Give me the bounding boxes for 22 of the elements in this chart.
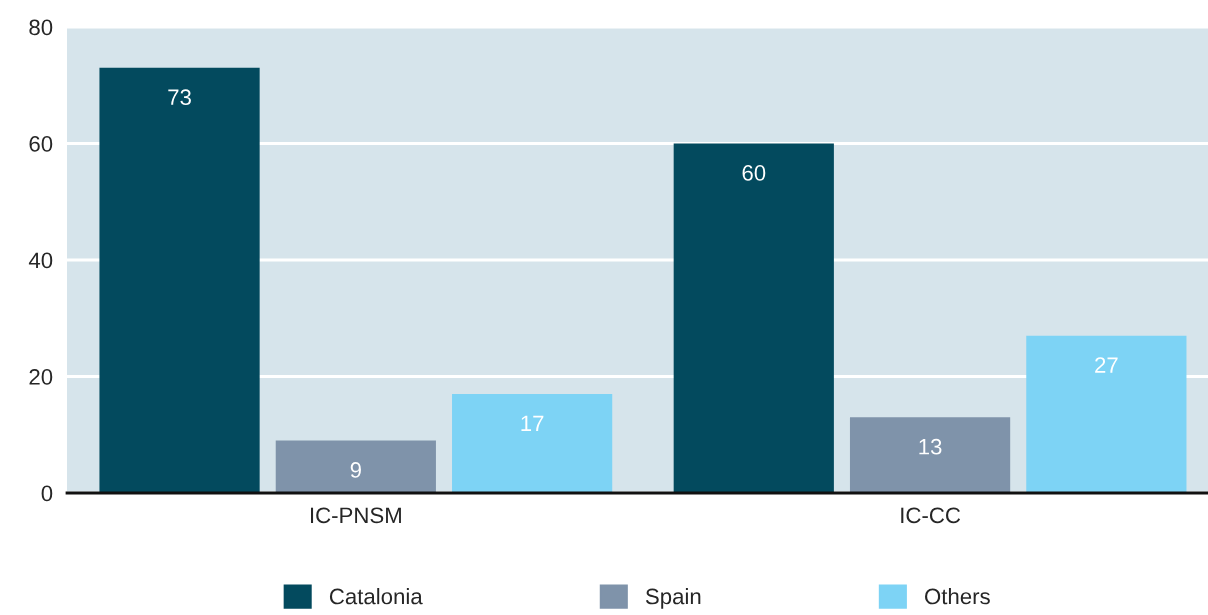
y-tick-label: 20 <box>29 369 53 385</box>
y-tick-label: 0 <box>41 485 53 502</box>
legend-label: Others <box>925 588 990 605</box>
data-label: 13 <box>919 438 942 455</box>
data-label: 27 <box>1095 357 1118 373</box>
data-label: 17 <box>521 415 544 432</box>
bar <box>275 440 436 493</box>
bar <box>452 393 613 493</box>
x-tick-label: IC-CC <box>901 507 961 524</box>
legend-label: Spain <box>645 588 701 609</box>
data-label: 9 <box>350 462 361 478</box>
data-label: 60 <box>742 165 766 181</box>
y-tick-label: 40 <box>28 252 53 269</box>
y-tick-label: 80 <box>29 19 53 36</box>
data-label: 73 <box>168 89 191 106</box>
bar <box>849 417 1011 493</box>
y-tick-label: 60 <box>29 136 53 152</box>
bar <box>673 143 834 493</box>
legend-label: Catalonia <box>329 588 423 605</box>
bar <box>99 67 260 493</box>
bar <box>1026 335 1187 493</box>
x-tick-label: IC-PNSM <box>310 507 401 524</box>
